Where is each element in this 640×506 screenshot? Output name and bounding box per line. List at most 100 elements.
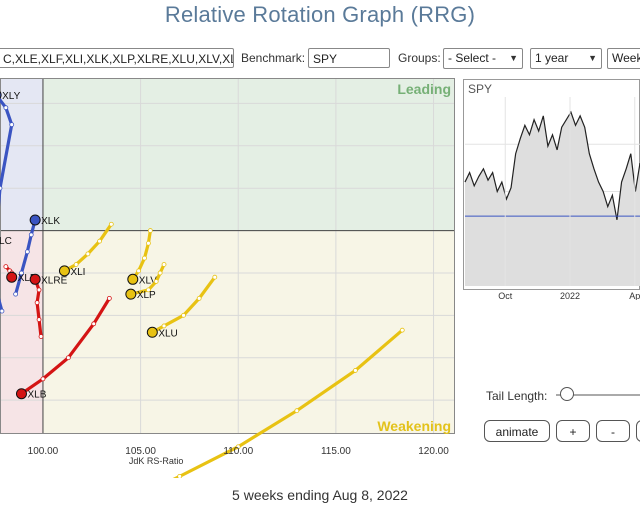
extra-button[interactable] bbox=[636, 420, 640, 442]
tail-point bbox=[146, 240, 151, 246]
tail-point bbox=[147, 228, 153, 233]
quadrant-lagging bbox=[0, 230, 43, 434]
quadrant-weakening bbox=[42, 230, 456, 434]
date-caption: 5 weeks ending Aug 8, 2022 bbox=[232, 487, 408, 503]
tail-point bbox=[161, 323, 167, 329]
tail-point bbox=[65, 355, 71, 361]
tail-length-label: Tail Length: bbox=[486, 389, 548, 403]
interval-select-value: Week bbox=[612, 51, 640, 65]
head-xlf bbox=[6, 271, 18, 283]
label-xlu: XLU bbox=[158, 328, 177, 339]
benchmark-chart-label: SPY bbox=[468, 82, 492, 96]
head-xlk bbox=[29, 214, 41, 226]
x-axis-label: JdK RS-Ratio bbox=[129, 456, 184, 466]
tail-point bbox=[24, 249, 30, 255]
tail-point bbox=[36, 317, 42, 322]
groups-select[interactable]: - Select - ▼ bbox=[443, 48, 523, 69]
benchmark-x-tick-label: 2022 bbox=[560, 291, 580, 300]
tail-point bbox=[3, 264, 9, 269]
benchmark-label: Benchmark: bbox=[241, 51, 306, 65]
tail-point bbox=[38, 334, 44, 339]
symbols-input[interactable]: C,XLE,XLF,XLI,XLK,XLP,XLRE,XLU,XLV,XL bbox=[0, 48, 234, 68]
tail-point bbox=[40, 376, 46, 382]
benchmark-x-ticks: Oct 2022 Ap bbox=[498, 97, 640, 300]
label-xlk: XLK bbox=[41, 216, 60, 227]
rrg-tails: XLYXLKXLCXLFXLREXLBXLIXLVXLPXLUXLE bbox=[0, 91, 405, 478]
tail-point bbox=[399, 327, 405, 333]
benchmark-chart: SPY Oct 2022 Ap bbox=[463, 79, 640, 300]
x-tick-label: 110.00 bbox=[223, 446, 253, 457]
x-tick-label: 105.00 bbox=[125, 446, 156, 457]
tail-point bbox=[161, 262, 167, 267]
benchmark-x-tick-label: Oct bbox=[498, 291, 513, 300]
tail-point bbox=[91, 321, 97, 327]
page-title: Relative Rotation Graph (RRG) bbox=[164, 2, 476, 27]
tail-point bbox=[3, 105, 9, 111]
head-xly bbox=[0, 91, 2, 99]
tail-point bbox=[353, 368, 358, 373]
tail-point bbox=[212, 274, 218, 280]
weakening-label: Weakening bbox=[377, 418, 451, 434]
benchmark-input[interactable]: SPY bbox=[308, 48, 390, 68]
tail-point bbox=[177, 473, 183, 478]
label-xlf: XLF bbox=[18, 273, 36, 284]
label-xlc: XLC bbox=[0, 236, 12, 247]
tail-point bbox=[0, 308, 5, 314]
interval-select[interactable]: Week bbox=[607, 48, 640, 69]
tail-xle bbox=[172, 328, 404, 478]
label-xly: XLY bbox=[2, 91, 20, 102]
tail-point bbox=[157, 270, 163, 276]
tail-point bbox=[0, 185, 3, 191]
tail-length-track[interactable] bbox=[556, 394, 640, 396]
plot-frame bbox=[0, 78, 455, 434]
head-xlu bbox=[146, 326, 158, 338]
tail-point bbox=[9, 122, 15, 128]
chevron-down-icon: ▼ bbox=[588, 53, 597, 63]
tail-point bbox=[108, 221, 114, 227]
label-xlb: XLB bbox=[27, 390, 46, 401]
label-xli: XLI bbox=[70, 267, 85, 278]
period-select[interactable]: 1 year ▼ bbox=[530, 48, 602, 69]
tail-point bbox=[73, 262, 79, 267]
head-xlb bbox=[15, 388, 27, 400]
chevron-down-icon: ▼ bbox=[509, 53, 518, 63]
tail-point bbox=[106, 295, 112, 301]
tail-point bbox=[34, 300, 40, 306]
groups-label: Groups: bbox=[398, 51, 441, 65]
step-forward-button[interactable]: + bbox=[556, 420, 590, 442]
step-back-button[interactable]: - bbox=[596, 420, 630, 442]
tail-length-slider-thumb[interactable] bbox=[559, 387, 574, 401]
head-xlp bbox=[125, 288, 137, 300]
tail-point bbox=[294, 408, 300, 414]
benchmark-price-line bbox=[464, 110, 640, 220]
tail-point bbox=[85, 251, 91, 257]
label-xlre: XLRE bbox=[41, 275, 67, 286]
benchmark-area bbox=[465, 112, 640, 286]
groups-select-value: - Select - bbox=[448, 51, 497, 65]
x-tick-label: 120.00 bbox=[418, 446, 449, 457]
tail-point bbox=[97, 238, 102, 244]
head-xlre bbox=[29, 273, 41, 285]
benchmark-x-tick-label: Ap bbox=[629, 291, 640, 300]
tail-point bbox=[136, 268, 142, 274]
animate-button[interactable]: animate bbox=[484, 420, 550, 442]
tail-point bbox=[19, 270, 24, 276]
tail-point bbox=[153, 279, 159, 284]
tail-point bbox=[36, 287, 42, 293]
rrg-chart: Leading Weakening XLY XLK XLC XLF XLRE XLB XLI… bbox=[0, 78, 456, 478]
quadrant-leading bbox=[42, 78, 456, 231]
tail-point bbox=[28, 232, 34, 238]
tail-point bbox=[146, 287, 151, 293]
x-tick-label: 100.00 bbox=[28, 446, 59, 457]
tail-point bbox=[235, 444, 241, 450]
leading-label: Leading bbox=[397, 81, 451, 97]
head-xli bbox=[58, 265, 70, 277]
tail-point bbox=[196, 295, 202, 301]
x-tick-label: 115.00 bbox=[321, 446, 351, 457]
head-xlv bbox=[127, 273, 139, 285]
label-xlv: XLV bbox=[139, 275, 157, 286]
tail-point bbox=[142, 255, 147, 261]
tail-point bbox=[181, 312, 186, 318]
label-xlp: XLP bbox=[137, 290, 156, 301]
